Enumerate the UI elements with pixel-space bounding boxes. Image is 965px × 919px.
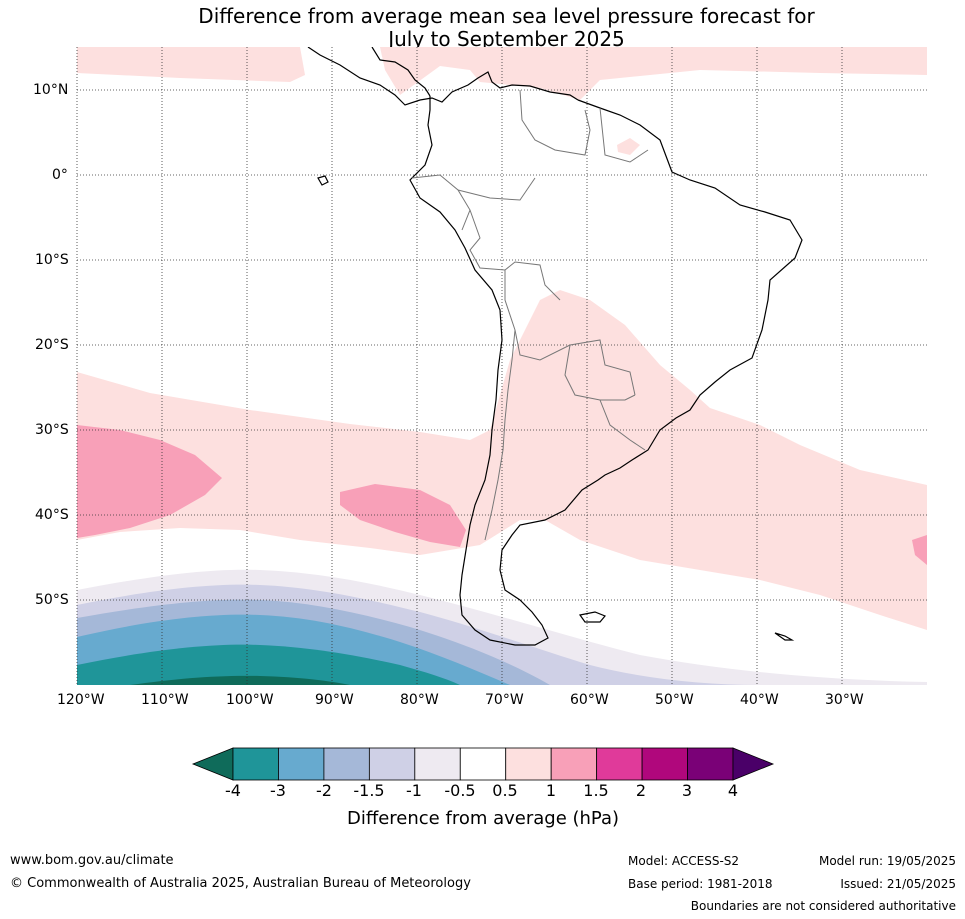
colorbar-swatch [414,747,461,781]
lon-label-120w: 120°W [57,692,105,708]
lon-label-40w: 40°W [740,692,779,708]
colorbar-tick-label: 1 [545,781,557,800]
lon-label-60w: 60°W [570,692,609,708]
lon-label-90w: 90°W [315,692,354,708]
central-america-coastline [307,47,579,106]
map-title-line-1: Difference from average mean sea level p… [198,4,815,28]
colorbar-swatch [687,747,734,781]
colorbar-tick-label: 3 [681,781,693,800]
colorbar-extend-low [191,747,234,781]
border-colombia-south [457,177,536,201]
anomaly-region-south-pink [77,290,927,630]
country-borders [411,89,649,541]
colorbar-tick-label: 0.5 [492,781,518,800]
website-link[interactable]: www.bom.gov.au/climate [10,853,174,868]
boundaries-disclaimer: Boundaries are not considered authoritat… [690,899,956,913]
central-america-east-coast [371,47,431,97]
falkland-islands [578,611,606,623]
border-uruguay [599,399,646,451]
anomaly-region-guiana-pink [617,138,640,155]
colorbar-swatch [323,747,370,781]
lat-label-0: 0° [52,167,68,183]
lat-label-40s: 40°S [35,507,69,523]
base-period: Base period: 1981-2018 [628,877,773,891]
anomaly-band-minus-4 [130,675,350,685]
anomaly-band-minus-3 [77,644,460,685]
lat-label-20s: 20°S [35,337,69,353]
colorbar-tick-label: -0.5 [444,781,476,800]
anomaly-region-caribbean-pink [380,47,927,100]
anomaly-region-atlantic-darkpink [912,535,927,565]
lat-label-10s: 10°S [35,252,69,268]
map-title-line-2: July to September 2025 [388,27,625,51]
issued-date: Issued: 21/05/2025 [840,877,956,891]
colorbar-swatch [232,747,279,781]
lat-label-10n: 10°N [33,82,69,98]
anomaly-region-pacific-darkpink-west [77,425,222,538]
lon-label-30w: 30°W [825,692,864,708]
lon-label-100w: 100°W [226,692,274,708]
colorbar-swatch [459,747,507,781]
lon-label-80w: 80°W [400,692,439,708]
colorbar-swatch [550,747,598,781]
colorbar-tick-label: 1.5 [583,781,609,800]
lon-label-110w: 110°W [141,692,189,708]
colorbar-swatch [368,747,416,781]
border-colombia-venezuela [519,89,591,156]
border-chile-argentina [484,329,516,541]
colorbar-tick-label: -1.5 [353,781,385,800]
south-america-coastline [409,96,803,646]
lat-label-50s: 50°S [35,592,69,608]
pressure-anomaly-fields [77,47,927,685]
colorbar-swatch [641,747,688,781]
colorbar-tick-label: -3 [270,781,286,800]
coastlines [307,47,803,646]
south-georgia [774,632,795,641]
anomaly-region-north-pink [77,47,305,82]
colorbar-tick-label: -2 [316,781,332,800]
colorbar-tick-label: 2 [635,781,647,800]
lon-label-50w: 50°W [655,692,694,708]
copyright-text: © Commonwealth of Australia 2025, Austra… [10,876,471,891]
border-bolivia [504,270,636,396]
graticule [76,47,927,685]
lon-label-70w: 70°W [485,692,524,708]
lat-label-30s: 30°S [35,422,69,438]
colorbar-extend-high [732,747,775,781]
colorbar-tick-label: -1 [406,781,422,800]
anomaly-region-pacific-darkpink-central [340,484,466,547]
colorbar-tick-label: -4 [225,781,241,800]
model-name: Model: ACCESS-S2 [628,854,740,868]
colorbar-title: Difference from average (hPa) [346,808,620,829]
colorbar [191,747,775,781]
colorbar-swatch [278,747,325,781]
model-run-date: Model run: 19/05/2025 [818,854,956,868]
galapagos [317,175,329,186]
colorbar-tick-label: 4 [727,781,739,800]
border-paraguay [564,344,636,401]
border-guianas [599,107,649,163]
colorbar-swatch [596,747,643,781]
colorbar-swatch [505,747,552,781]
